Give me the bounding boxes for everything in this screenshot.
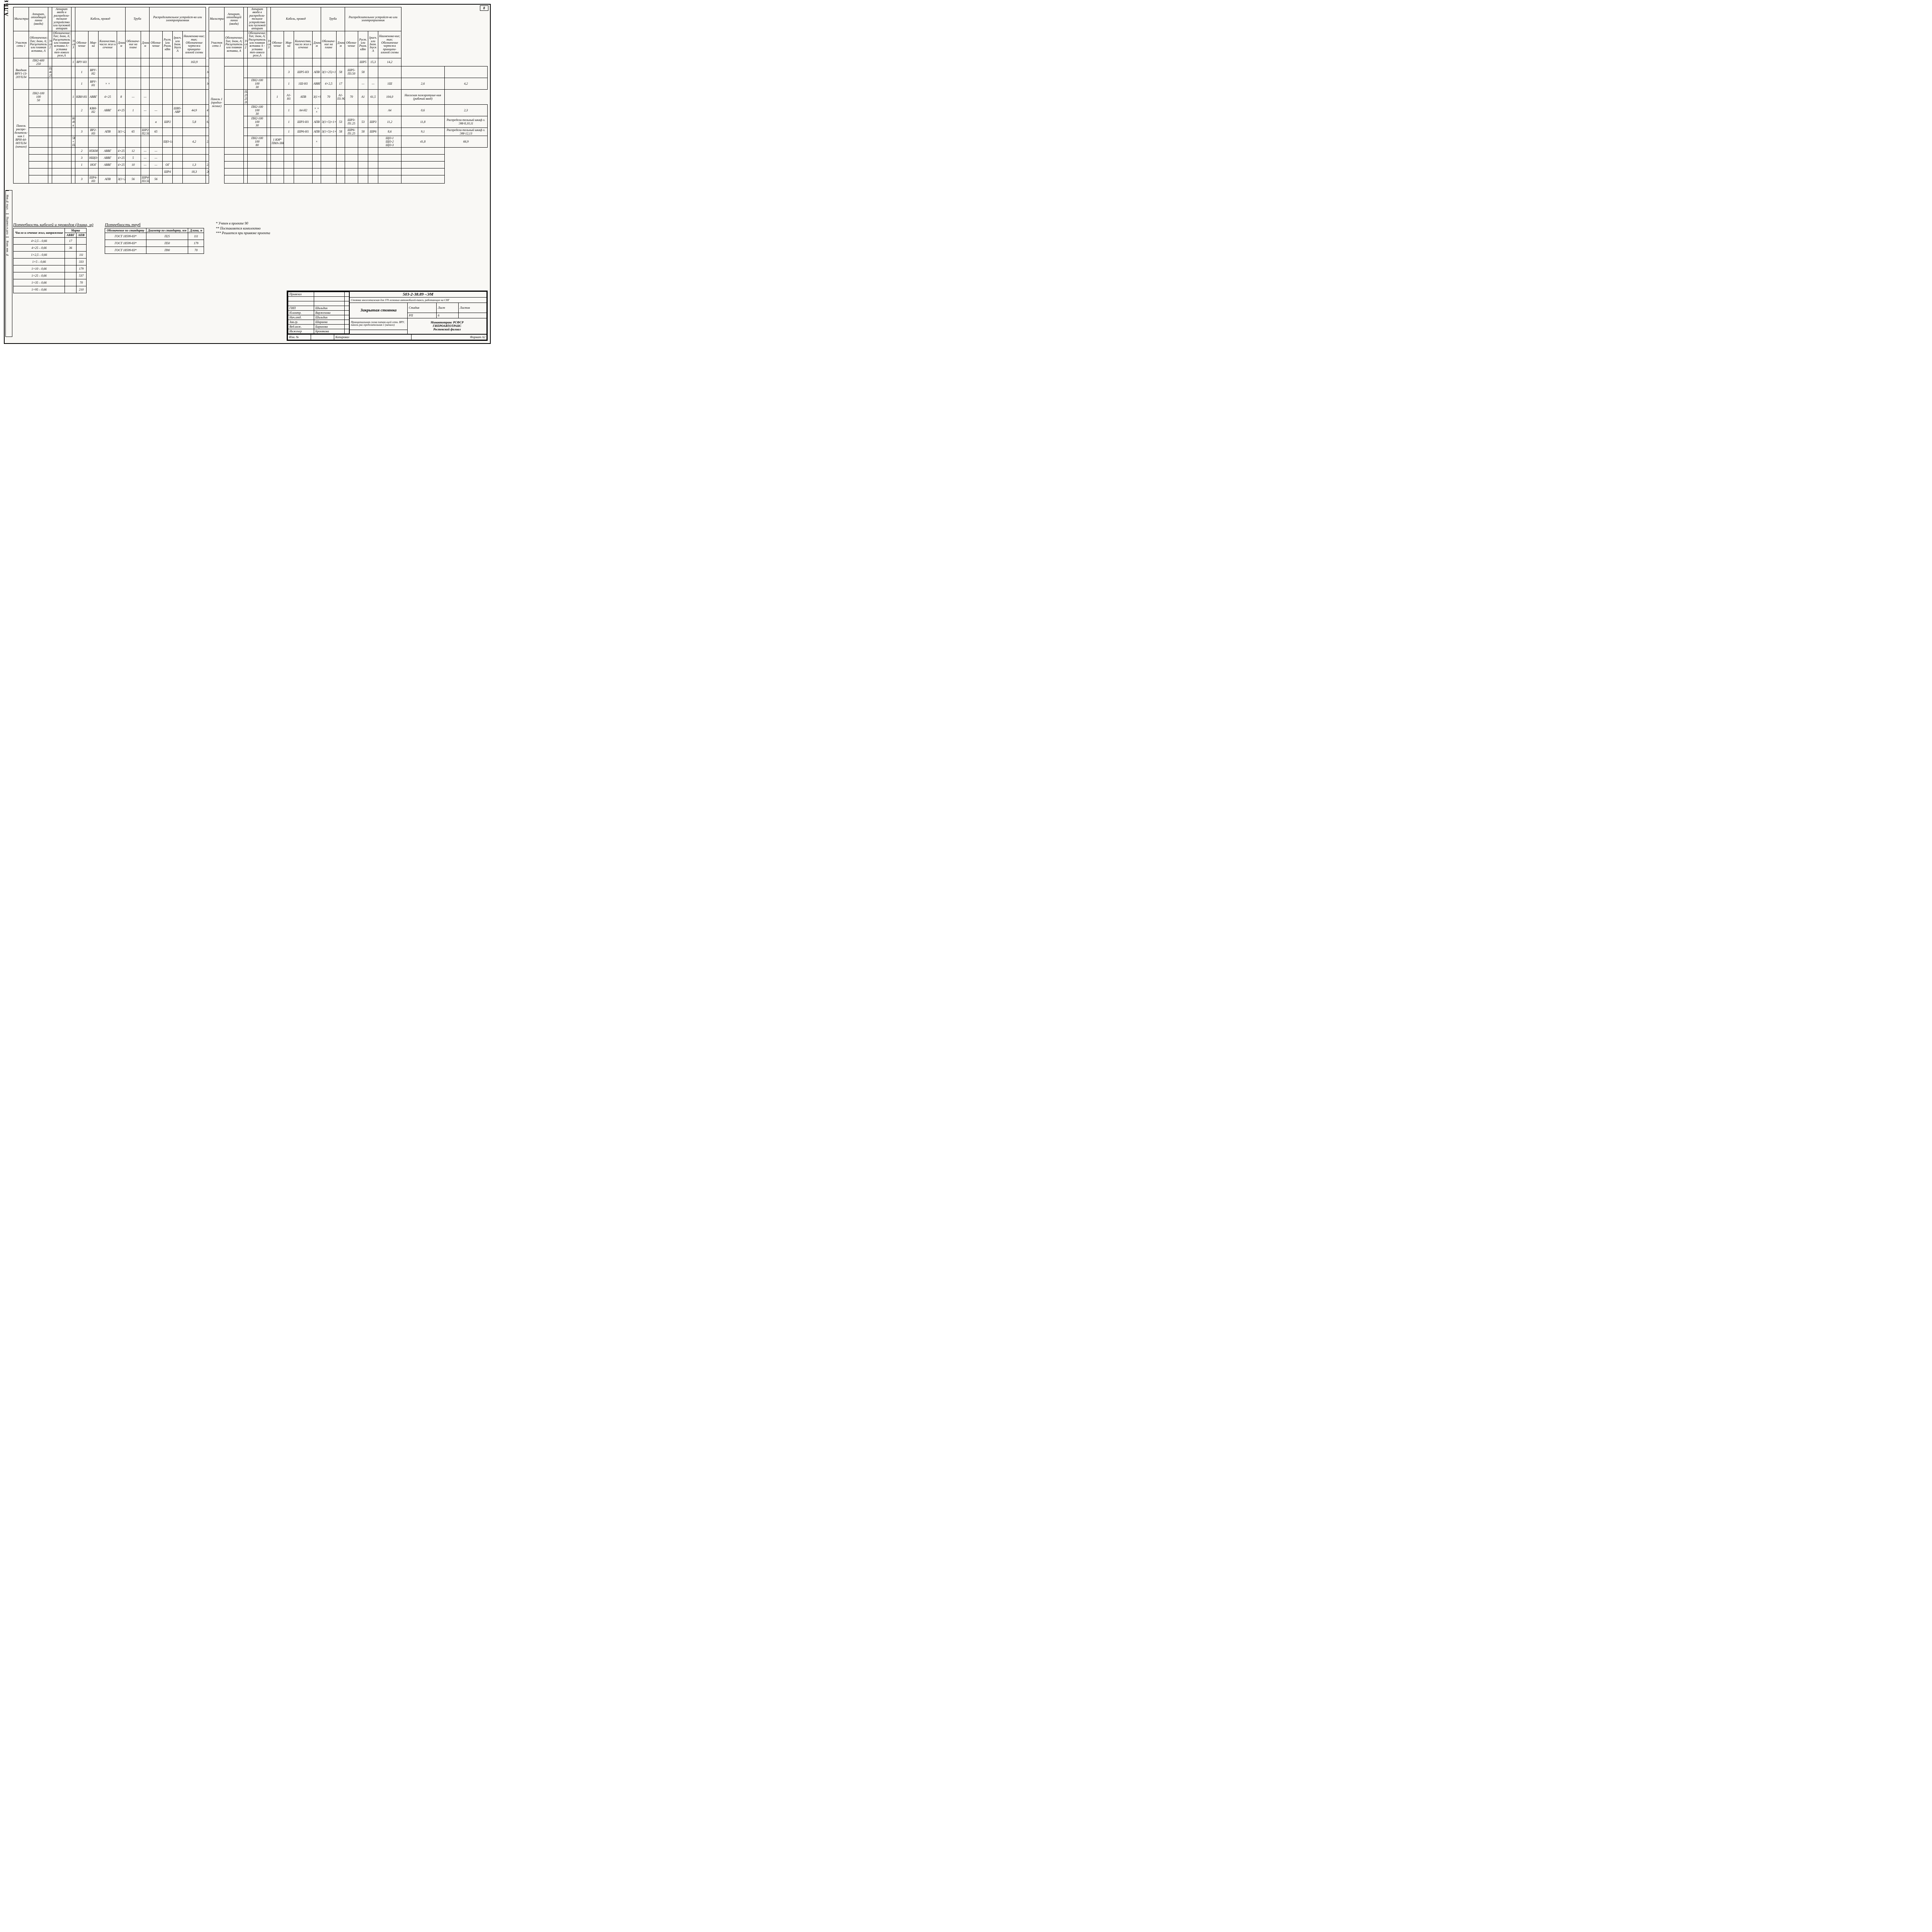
sheets-header: Листов (458, 303, 486, 313)
project-title: Закрытая стоянка (350, 303, 408, 318)
footnotes: * Учтен в проекте 90** Поставляется комп… (216, 221, 270, 236)
strip-cell: Инв.№ подл. (6, 190, 9, 214)
pipe-need-block: Потребность труб Обозначение по стандарт… (105, 221, 204, 254)
strip-cell: Подпись и дата (6, 214, 9, 237)
signatures-table: ПривязалГИПШильдинН.контр.ВарженоваНач.о… (288, 292, 349, 334)
left-binding-strip: Инв.№ подл. Подпись и дата Взам. инв. № (5, 190, 12, 337)
stage-header: Стадия (408, 303, 437, 313)
bottom-zone: Потребность кабелей и проводов (длина, м… (13, 221, 488, 293)
project-code: 503-2-38.89 –ЭМ (350, 292, 487, 298)
copied-by: Копировал (334, 335, 412, 340)
sheet-value: 6 (437, 313, 459, 318)
pipe-need-title: Потребность труб (105, 223, 204, 227)
wiring-schedule-table: МагистральАппарат, отходящей линии (ввод… (13, 7, 488, 184)
title-block: ПривязалГИПШильдинН.контр.ВарженоваНач.о… (287, 291, 488, 341)
cable-need-table: Число и сечение жил, напряжениеМаркаАВВГ… (13, 228, 87, 293)
cable-need-title: Потребность кабелей и проводов (длина, м… (13, 223, 93, 227)
izm-label: Изм. № (288, 335, 311, 340)
sheet-header: Лист (437, 303, 459, 313)
sheets-value (458, 313, 486, 318)
drawing-subtitle: Принципиальная схема питаю-щей сети. ВРУ… (350, 318, 408, 330)
format-label: Формат А2 (412, 335, 487, 340)
main-table-area: МагистральАппарат, отходящей линии (ввод… (13, 7, 488, 184)
stage-value: РП (408, 313, 437, 318)
organization: Минавтотранс РСФСР ГИПРОАВТОТРАНС Ростов… (408, 318, 487, 334)
project-line-a: Стоянка многоэтажная для 370 легковых ав… (350, 298, 487, 303)
cable-need-block: Потребность кабелей и проводов (длина, м… (13, 221, 93, 293)
pipe-need-table: Обозначение по стандартуДиаметр по станд… (105, 228, 204, 254)
album-label: АЛЬБОМ 2 (4, 0, 10, 16)
strip-cell: Взам. инв. № (6, 237, 9, 260)
drawing-sheet: АЛЬБОМ 2 8 Инв.№ подл. Подпись и дата Вз… (4, 4, 491, 344)
